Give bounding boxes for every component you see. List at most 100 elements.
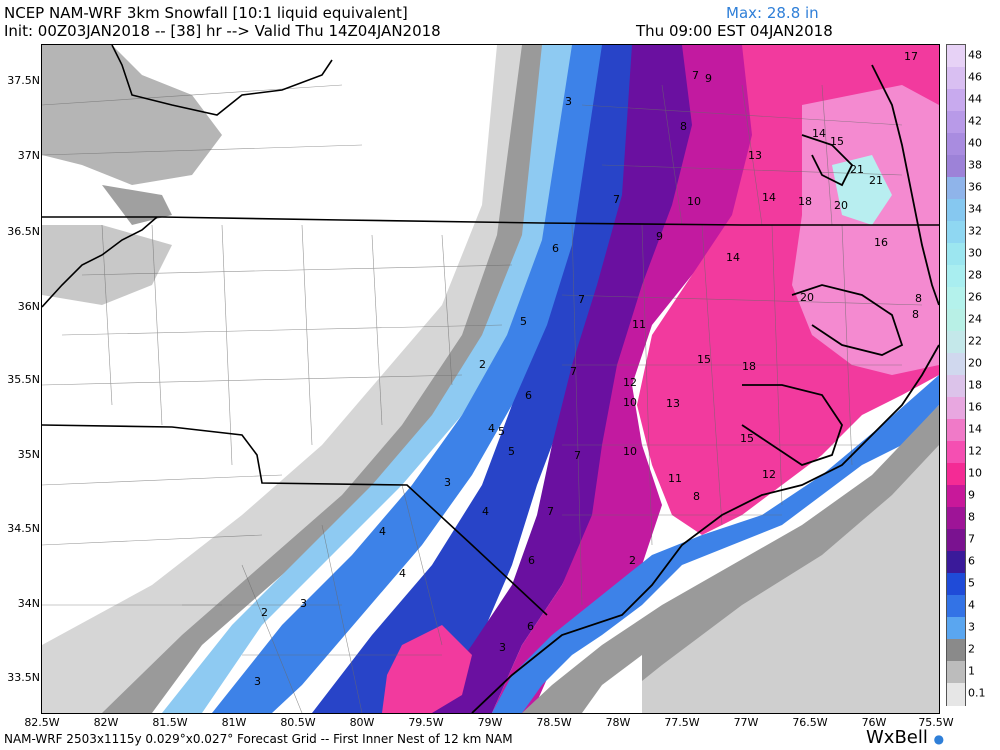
snowfall-value-label: 12 bbox=[762, 468, 776, 481]
colorbar-swatch bbox=[947, 331, 965, 354]
colorbar-label: 36 bbox=[968, 180, 982, 194]
snowfall-value-label: 5 bbox=[520, 315, 527, 328]
snowfall-value-label: 2 bbox=[629, 554, 636, 567]
county-lines bbox=[42, 84, 923, 713]
colorbar-label: 6 bbox=[968, 554, 975, 568]
lon-label-78w: 78W bbox=[605, 716, 631, 729]
snowfall-value-label: 2 bbox=[261, 606, 268, 619]
colorbar-swatch bbox=[947, 375, 965, 398]
snowfall-value-label: 8 bbox=[693, 490, 700, 503]
lat-label-33.5n: 33.5N bbox=[7, 671, 40, 684]
colorbar-swatch bbox=[947, 595, 965, 618]
lon-label-77.5w: 77.5W bbox=[664, 716, 700, 729]
colorbar-label: 22 bbox=[968, 334, 982, 348]
snowfall-value-label: 3 bbox=[565, 95, 572, 108]
colorbar-swatch bbox=[947, 529, 965, 552]
snowfall-value-label: 8 bbox=[680, 120, 687, 133]
colorbar-swatch bbox=[947, 199, 965, 222]
snowfall-value-label: 6 bbox=[527, 620, 534, 633]
colorbar-swatch bbox=[947, 287, 965, 310]
colorbar-label: 20 bbox=[968, 356, 982, 370]
lon-label-80w: 80W bbox=[349, 716, 375, 729]
snowfall-value-label: 6 bbox=[525, 389, 532, 402]
snowfall-value-label: 13 bbox=[666, 397, 680, 410]
colorbar-swatch bbox=[947, 419, 965, 442]
lat-label-35n: 35N bbox=[17, 448, 40, 461]
snowfall-value-label: 15 bbox=[697, 353, 711, 366]
snowfall-value-label: 14 bbox=[726, 251, 740, 264]
colorbar-label: 28 bbox=[968, 268, 982, 282]
snowfall-value-label: 20 bbox=[800, 291, 814, 304]
colorbar-label: 7 bbox=[968, 532, 975, 546]
colorbar-label: 14 bbox=[968, 422, 982, 436]
colorbar-label: 26 bbox=[968, 290, 982, 304]
snowfall-value-label: 7 bbox=[578, 293, 585, 306]
snowfall-value-label: 18 bbox=[742, 360, 756, 373]
lat-label-37n: 37N bbox=[17, 149, 40, 162]
max-snowfall-label: Max: 28.8 in bbox=[726, 4, 819, 22]
colorbar-label: 24 bbox=[968, 312, 982, 326]
colorbar-swatch bbox=[947, 111, 965, 134]
colorbar-label: 38 bbox=[968, 158, 982, 172]
valid-local-time: Thu 09:00 EST 04JAN2018 bbox=[636, 22, 833, 40]
lat-label-34.5n: 34.5N bbox=[7, 522, 40, 535]
colorbar-label: 8 bbox=[968, 510, 975, 524]
colorbar-label: 42 bbox=[968, 114, 982, 128]
colorbar-label: 46 bbox=[968, 70, 982, 84]
colorbar-label: 9 bbox=[968, 488, 975, 502]
snowfall-value-label: 10 bbox=[623, 396, 637, 409]
colorbar-swatch bbox=[947, 177, 965, 200]
state-borders bbox=[42, 45, 939, 616]
snowfall-value-label: 10 bbox=[687, 195, 701, 208]
colorbar-swatch bbox=[947, 155, 965, 178]
lon-label-80.5w: 80.5W bbox=[280, 716, 316, 729]
snowfall-value-label: 21 bbox=[850, 163, 864, 176]
lat-label-37.5n: 37.5N bbox=[7, 74, 40, 87]
snowfall-value-label: 4 bbox=[488, 422, 495, 435]
snowfall-value-label: 4 bbox=[379, 525, 386, 538]
colorbar-swatch bbox=[947, 463, 965, 486]
colorbar-swatch bbox=[947, 265, 965, 288]
snowfall-value-label: 4 bbox=[482, 505, 489, 518]
snowfall-value-label: 15 bbox=[740, 432, 754, 445]
snowfall-value-label: 6 bbox=[552, 242, 559, 255]
colorbar-label: 30 bbox=[968, 246, 982, 260]
lon-label-81w: 81W bbox=[221, 716, 247, 729]
snowfall-value-label: 7 bbox=[613, 193, 620, 206]
lon-label-79w: 79W bbox=[477, 716, 503, 729]
snowfall-value-label: 3 bbox=[254, 675, 261, 688]
colorbar-swatch bbox=[947, 683, 965, 706]
snowfall-value-label: 18 bbox=[798, 195, 812, 208]
colorbar-swatch bbox=[947, 309, 965, 332]
colorbar-swatch bbox=[947, 441, 965, 464]
snowfall-map: 7 9 3 8 13 14 15 17 21 21 7 10 14 18 20 9 6 14 16 7 11 20 8 8 5 1… bbox=[41, 44, 940, 714]
snowfall-value-label: 3 bbox=[499, 641, 506, 654]
colorbar-label: 4 bbox=[968, 598, 975, 612]
snowfall-value-label: 13 bbox=[748, 149, 762, 162]
lat-label-34n: 34N bbox=[17, 597, 40, 610]
init-valid-line: Init: 00Z03JAN2018 -- [38] hr --> Valid … bbox=[4, 22, 441, 40]
colorbar-swatch bbox=[947, 353, 965, 376]
colorbar-label: 10 bbox=[968, 466, 982, 480]
lon-label-78.5w: 78.5W bbox=[536, 716, 572, 729]
lon-label-76.5w: 76.5W bbox=[792, 716, 828, 729]
colorbar-label: 16 bbox=[968, 400, 982, 414]
colorbar-swatch bbox=[947, 221, 965, 244]
snowfall-value-label: 12 bbox=[623, 376, 637, 389]
snowfall-value-label: 14 bbox=[762, 191, 776, 204]
colorbar-label: 40 bbox=[968, 136, 982, 150]
lon-label-76w: 76W bbox=[861, 716, 887, 729]
snowfall-value-label: 3 bbox=[300, 597, 307, 610]
snowfall-value-label: 17 bbox=[904, 50, 918, 63]
snowfall-value-label: 2 bbox=[479, 358, 486, 371]
snowfall-value-label: 20 bbox=[834, 199, 848, 212]
colorbar-label: 18 bbox=[968, 378, 982, 392]
colorbar-swatch bbox=[947, 45, 965, 68]
snowfall-value-label: 6 bbox=[528, 554, 535, 567]
lat-label-36n: 36N bbox=[17, 300, 40, 313]
colorbar-swatch bbox=[947, 243, 965, 266]
map-title: NCEP NAM-WRF 3km Snowfall [10:1 liquid e… bbox=[4, 4, 408, 22]
colorbar-label: 32 bbox=[968, 224, 982, 238]
snowfall-value-label: 7 bbox=[692, 69, 699, 82]
